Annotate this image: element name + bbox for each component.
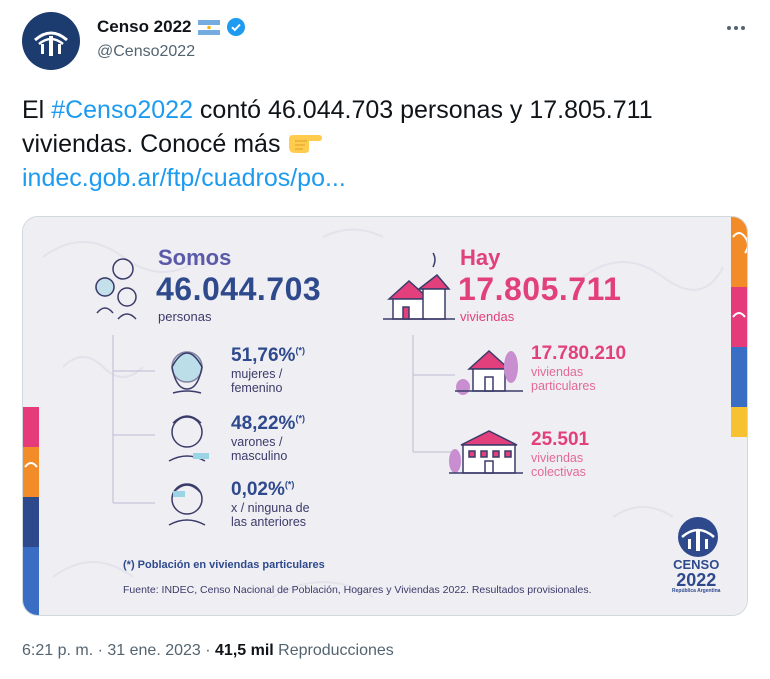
person-face-icon xyxy=(168,483,206,526)
tweet-meta: 6:21 p. m. · 31 ene. 2023 · 41,5 mil Rep… xyxy=(22,642,394,660)
somos-label: Somos xyxy=(158,245,232,270)
infographic-background xyxy=(23,217,747,615)
men-desc-2: masculino xyxy=(231,449,288,463)
meta-separator: · xyxy=(200,642,216,659)
woman-face-icon xyxy=(171,351,203,394)
author-name[interactable]: Censo 2022 xyxy=(97,17,246,37)
tweet-text-body: contó 46.044.703 personas y 17.805.711 v… xyxy=(22,96,653,158)
men-pct: 48,22%(*) xyxy=(231,413,305,434)
verified-badge-icon xyxy=(226,18,245,36)
tweet-link[interactable]: indec.gob.ar/ftp/cuadros/po... xyxy=(22,164,346,192)
views-count[interactable]: 41,5 mil xyxy=(215,642,274,659)
tweet-text-start: El xyxy=(22,96,52,124)
tweet-text: El #Censo2022 contó 46.044.703 personas … xyxy=(22,93,742,195)
houses-icon xyxy=(383,252,455,320)
private-house-icon xyxy=(455,349,523,395)
other-pct: 0,02%(*) xyxy=(231,479,295,500)
people-group-icon xyxy=(95,258,137,320)
other-stat: 0,02%(*) x / ninguna de las anteriores xyxy=(231,479,310,529)
avatar[interactable] xyxy=(22,12,80,70)
women-pct: 51,76%(*) xyxy=(231,345,305,366)
logo-line-3: República Argentina xyxy=(672,588,721,594)
private-dwellings-num: 17.780.210 xyxy=(531,343,627,364)
men-stat: 48,22%(*) varones / masculino xyxy=(231,413,305,463)
source-note: Fuente: INDEC, Censo Nacional de Poblaci… xyxy=(123,584,592,596)
collective-dwellings-stat: 25.501 viviendas colectivas xyxy=(531,429,589,479)
private-dwellings-desc-1: viviendas xyxy=(531,365,584,379)
meta-separator: · xyxy=(93,642,108,659)
dwellings-total: 17.805.711 xyxy=(458,271,622,307)
censo-logo-text: CENSO 2022 República Argentina xyxy=(672,557,720,594)
other-desc-1: x / ninguna de xyxy=(231,501,310,515)
collective-dwellings-num: 25.501 xyxy=(531,429,590,450)
collective-dwellings-desc-2: colectivas xyxy=(531,465,586,479)
other-desc-2: las anteriores xyxy=(231,515,307,529)
more-options-icon[interactable] xyxy=(724,16,748,40)
hay-label: Hay xyxy=(460,245,501,270)
logo-line-1: CENSO xyxy=(673,557,720,572)
author-handle[interactable]: @Censo2022 xyxy=(97,43,196,60)
women-desc-1: mujeres / xyxy=(231,367,283,381)
women-desc-2: femenino xyxy=(231,381,283,395)
men-desc-1: varones / xyxy=(231,435,283,449)
private-dwellings-stat: 17.780.210 viviendas particulares xyxy=(531,343,626,393)
argentina-flag-icon xyxy=(197,19,220,35)
censo-logo-icon xyxy=(34,31,68,56)
private-dwellings-desc-2: particulares xyxy=(531,379,596,393)
logo-line-2: 2022 xyxy=(676,570,717,590)
hashtag-link[interactable]: #Censo2022 xyxy=(51,96,193,124)
population-total: 46.044.703 xyxy=(156,271,322,307)
author-name-text: Censo 2022 xyxy=(97,17,192,36)
tweet-time[interactable]: 6:21 p. m. xyxy=(22,642,94,659)
tweet-date[interactable]: 31 ene. 2023 xyxy=(107,642,201,659)
footnote: (*) Población en viviendas particulares xyxy=(123,559,325,571)
women-stat: 51,76%(*) mujeres / femenino xyxy=(231,345,305,395)
views-label: Reproducciones xyxy=(273,642,394,659)
population-unit: personas xyxy=(158,309,212,324)
collective-dwellings-desc-1: viviendas xyxy=(531,451,584,465)
infographic-image[interactable]: Somos 46.044.703 personas 51,76%(*) muje… xyxy=(22,216,748,616)
dwellings-unit: viviendas xyxy=(460,309,515,324)
collective-building-icon xyxy=(449,430,523,474)
censo-logo-icon xyxy=(678,517,718,557)
man-face-icon xyxy=(168,415,209,462)
pointing-right-emoji-icon xyxy=(289,135,323,153)
